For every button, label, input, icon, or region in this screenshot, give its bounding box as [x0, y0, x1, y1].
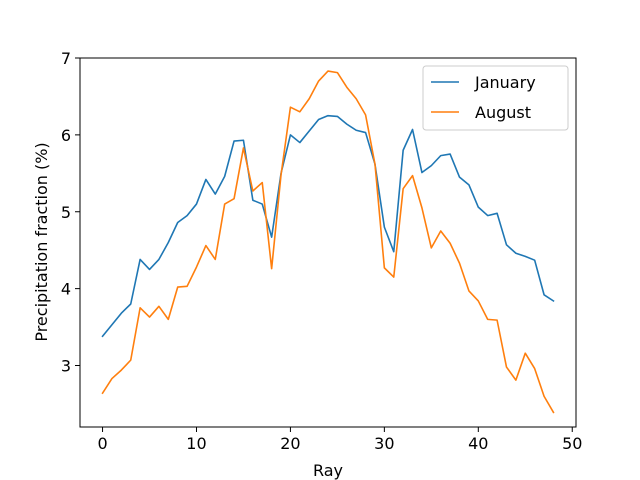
series-line-august — [101, 70, 555, 414]
y-tick-label: 5 — [61, 203, 71, 222]
legend-label-august: August — [475, 103, 531, 122]
y-tick-label: 4 — [61, 280, 71, 299]
legend-label-january: January — [474, 73, 536, 92]
x-axis: 0 10 20 30 40 50 — [97, 427, 582, 453]
x-tick-label: 50 — [562, 434, 582, 453]
legend-box — [422, 65, 569, 131]
y-axis-label: Precipitation fraction (%) — [32, 142, 51, 341]
y-tick-label: 3 — [61, 357, 71, 376]
x-tick-label: 30 — [374, 434, 394, 453]
x-tick-label: 10 — [186, 434, 206, 453]
y-tick-label: 7 — [61, 49, 71, 68]
y-tick-label: 6 — [61, 126, 71, 145]
y-axis: 3 4 5 6 7 — [61, 49, 80, 376]
legend: January August — [422, 65, 569, 131]
series-layer — [101, 70, 555, 414]
x-tick-label: 40 — [468, 434, 488, 453]
x-axis-label: Ray — [313, 461, 343, 480]
x-tick-label: 0 — [97, 434, 107, 453]
series-line-january — [101, 114, 555, 338]
plot-frame — [79, 57, 577, 428]
x-tick-label: 20 — [280, 434, 300, 453]
